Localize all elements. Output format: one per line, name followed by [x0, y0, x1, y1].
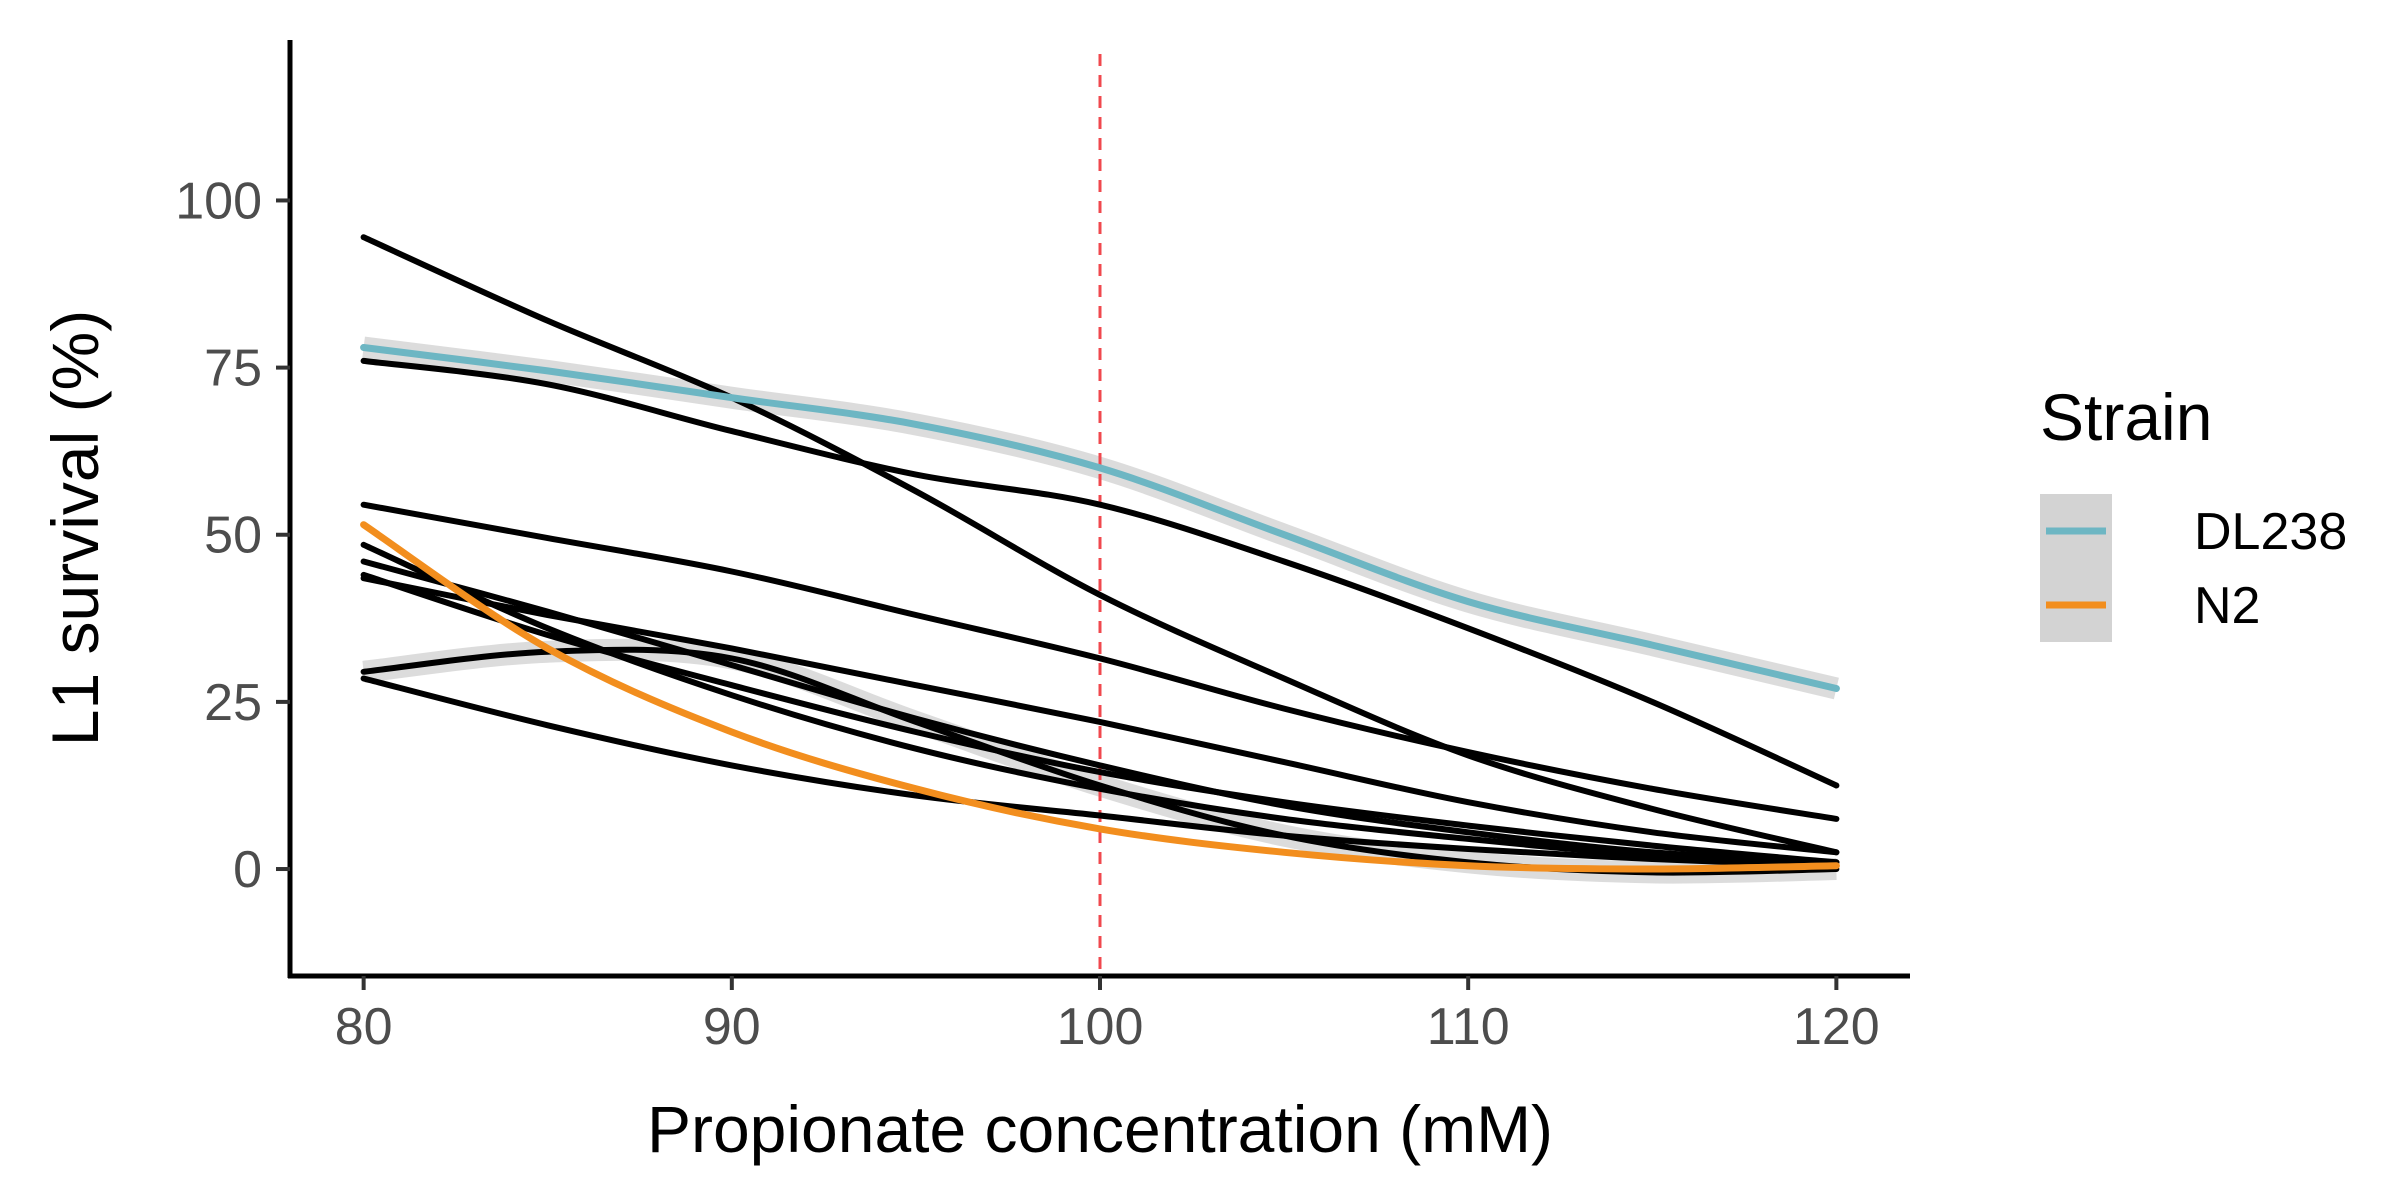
series-line-10 — [360, 575, 1840, 856]
series-lines — [360, 234, 1840, 876]
series-line-9 — [360, 571, 1840, 866]
y-tick-label: 0 — [233, 841, 262, 899]
legend-entries: DL238 N2 — [2040, 494, 2347, 642]
x-tick-label: 120 — [1793, 998, 1880, 1056]
x-tick-label: 110 — [1427, 998, 1510, 1056]
legend-key-background — [2040, 494, 2112, 642]
y-tick-label: 25 — [204, 674, 262, 732]
y-tick-label: 50 — [204, 507, 262, 565]
legend: Strain DL238 N2 — [2040, 380, 2347, 642]
series-line-6 — [360, 675, 1840, 869]
legend-title: Strain — [2040, 380, 2212, 454]
x-tick-label: 90 — [703, 998, 761, 1056]
legend-label-n2: N2 — [2194, 577, 2260, 635]
x-axis-ticks: 80 90 100 110 120 — [335, 976, 1880, 1056]
series-line-n2 — [360, 521, 1840, 873]
x-tick-label: 80 — [335, 998, 393, 1056]
y-tick-label: 75 — [204, 340, 262, 398]
y-axis-title: L1 survival (%) — [38, 310, 112, 746]
series-line-3 — [360, 357, 1840, 789]
series-line-2 — [360, 234, 1840, 856]
x-axis-title: Propionate concentration (mM) — [647, 1092, 1553, 1166]
legend-label-dl238: DL238 — [2194, 503, 2347, 561]
y-axis-ticks: 0 25 50 75 100 — [175, 172, 290, 899]
series-line-dl238 — [360, 344, 1840, 692]
x-tick-label: 100 — [1057, 998, 1144, 1056]
series-line-4 — [360, 501, 1840, 822]
y-tick-label: 100 — [175, 172, 262, 230]
